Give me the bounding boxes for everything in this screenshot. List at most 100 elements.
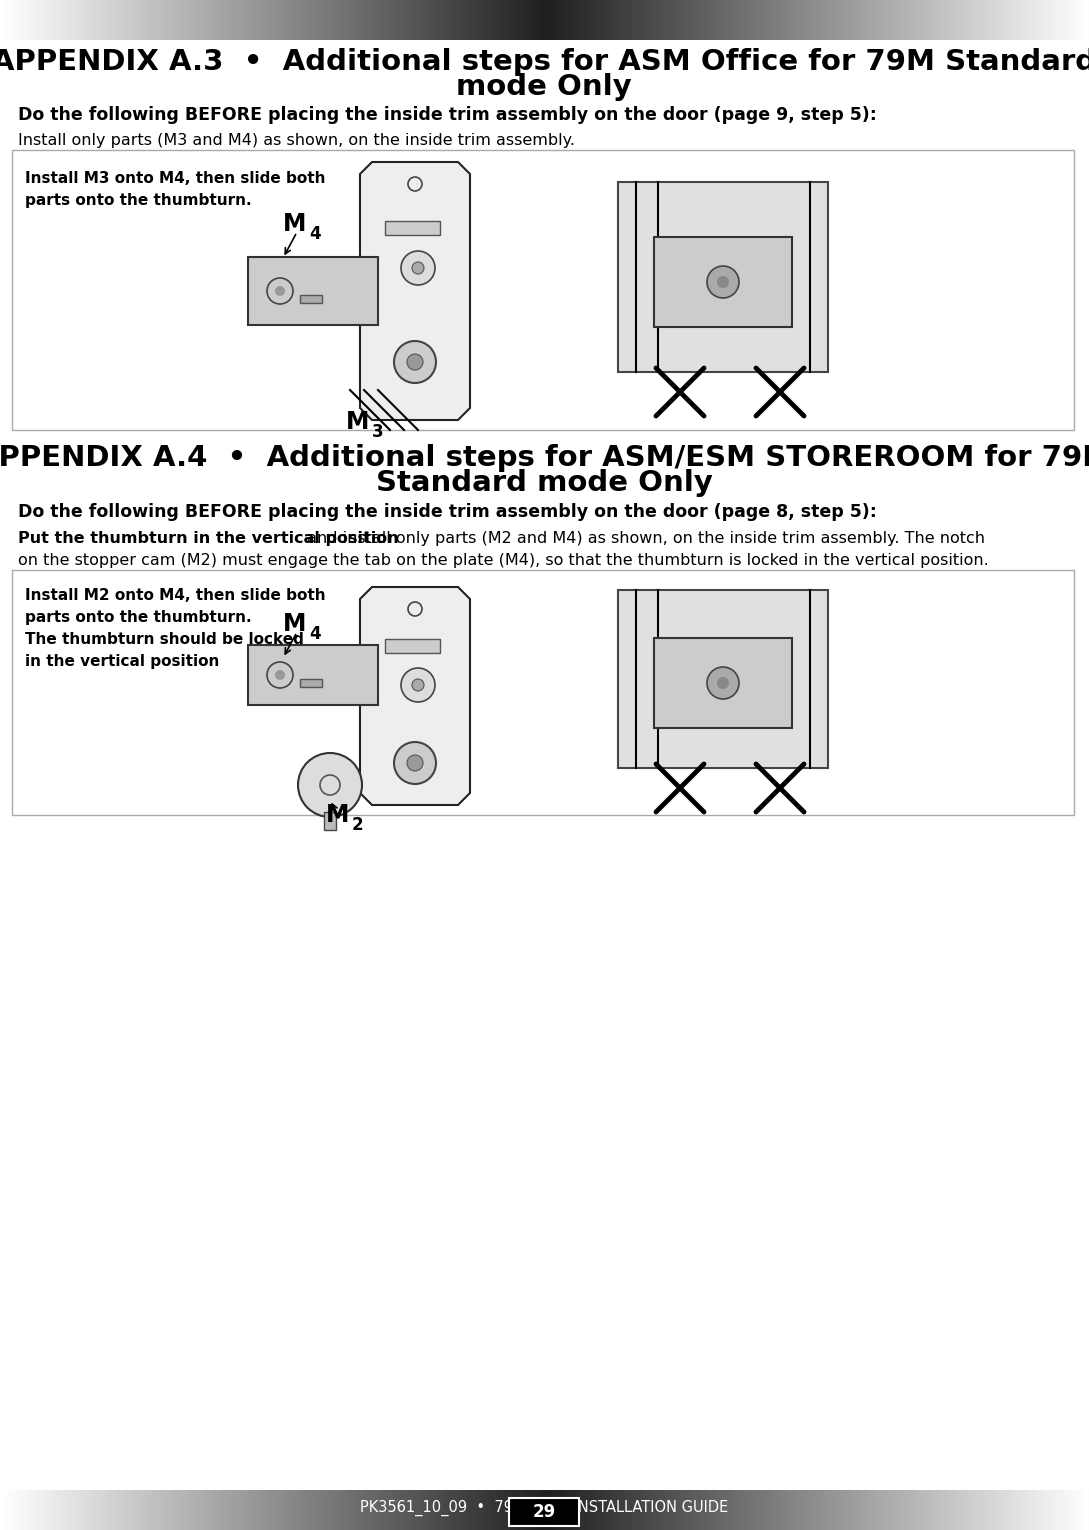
Bar bbox=[414, 0, 417, 40]
Bar bbox=[73, 1490, 76, 1530]
Bar bbox=[482, 1490, 487, 1530]
Bar bbox=[570, 1490, 574, 1530]
Bar bbox=[1020, 0, 1024, 40]
Bar bbox=[896, 1490, 901, 1530]
Bar bbox=[152, 0, 156, 40]
Bar bbox=[327, 0, 330, 40]
Bar bbox=[842, 0, 846, 40]
Text: M: M bbox=[327, 803, 350, 828]
Bar bbox=[798, 0, 803, 40]
Bar bbox=[215, 0, 218, 40]
Bar bbox=[700, 1490, 705, 1530]
Bar bbox=[487, 0, 490, 40]
Text: 3: 3 bbox=[372, 422, 383, 441]
Bar bbox=[770, 1490, 773, 1530]
Bar bbox=[1024, 1490, 1027, 1530]
Bar bbox=[58, 1490, 62, 1530]
Bar bbox=[1064, 0, 1067, 40]
Bar bbox=[406, 1490, 411, 1530]
Bar bbox=[871, 1490, 874, 1530]
Bar bbox=[781, 0, 784, 40]
Bar bbox=[330, 1490, 334, 1530]
Bar bbox=[436, 0, 439, 40]
Text: Do the following BEFORE placing the inside trim assembly on the door (page 8, st: Do the following BEFORE placing the insi… bbox=[19, 503, 877, 522]
Bar bbox=[12, 150, 1074, 430]
Bar bbox=[414, 1490, 417, 1530]
Bar bbox=[1045, 0, 1049, 40]
Bar bbox=[1053, 0, 1056, 40]
Bar bbox=[907, 1490, 911, 1530]
Circle shape bbox=[401, 669, 435, 702]
Bar bbox=[356, 1490, 359, 1530]
Bar bbox=[472, 0, 476, 40]
Bar bbox=[792, 1490, 795, 1530]
Bar bbox=[8, 1490, 11, 1530]
Bar bbox=[221, 0, 225, 40]
Bar bbox=[708, 0, 711, 40]
Text: Put the thumbturn in the vertical position: Put the thumbturn in the vertical positi… bbox=[19, 531, 399, 546]
Bar bbox=[386, 220, 440, 236]
Bar bbox=[243, 1490, 247, 1530]
Bar bbox=[47, 1490, 51, 1530]
Bar bbox=[991, 0, 994, 40]
Bar bbox=[548, 0, 552, 40]
Bar bbox=[664, 1490, 668, 1530]
Bar bbox=[933, 0, 937, 40]
Bar bbox=[196, 0, 199, 40]
Bar bbox=[1081, 1490, 1086, 1530]
Bar bbox=[11, 1490, 14, 1530]
Bar bbox=[947, 1490, 951, 1530]
Bar bbox=[624, 0, 628, 40]
Bar bbox=[988, 0, 991, 40]
Bar bbox=[204, 0, 207, 40]
Bar bbox=[51, 0, 54, 40]
Bar bbox=[711, 1490, 715, 1530]
Bar bbox=[389, 1490, 392, 1530]
Bar bbox=[1075, 0, 1078, 40]
Bar bbox=[657, 1490, 661, 1530]
Bar bbox=[334, 0, 338, 40]
Bar bbox=[338, 0, 341, 40]
Bar bbox=[8, 0, 11, 40]
Bar bbox=[653, 0, 657, 40]
Bar bbox=[613, 1490, 617, 1530]
Bar bbox=[689, 1490, 694, 1530]
Bar bbox=[951, 0, 955, 40]
Bar bbox=[1010, 0, 1013, 40]
Bar bbox=[820, 1490, 824, 1530]
Bar bbox=[1075, 1490, 1078, 1530]
Bar bbox=[131, 1490, 134, 1530]
Bar bbox=[421, 0, 425, 40]
Bar bbox=[519, 1490, 523, 1530]
Bar bbox=[994, 0, 999, 40]
Bar bbox=[653, 1490, 657, 1530]
Bar bbox=[781, 1490, 784, 1530]
Bar bbox=[544, 0, 548, 40]
Bar bbox=[555, 1490, 559, 1530]
Bar bbox=[248, 257, 378, 324]
Bar bbox=[501, 0, 504, 40]
Bar bbox=[519, 0, 523, 40]
Bar bbox=[302, 1490, 305, 1530]
Bar bbox=[457, 1490, 461, 1530]
Bar bbox=[218, 0, 221, 40]
Bar bbox=[204, 1490, 207, 1530]
Bar bbox=[106, 0, 109, 40]
Bar bbox=[1002, 1490, 1005, 1530]
Bar bbox=[523, 0, 526, 40]
Bar bbox=[857, 0, 860, 40]
Bar bbox=[813, 1490, 817, 1530]
Bar bbox=[632, 1490, 635, 1530]
Bar bbox=[465, 1490, 468, 1530]
Bar bbox=[548, 1490, 552, 1530]
Bar bbox=[54, 1490, 58, 1530]
Bar bbox=[352, 0, 356, 40]
Bar bbox=[145, 0, 149, 40]
Bar bbox=[432, 1490, 436, 1530]
Bar bbox=[280, 1490, 283, 1530]
Bar bbox=[439, 1490, 443, 1530]
Bar bbox=[708, 1490, 711, 1530]
Bar bbox=[617, 1490, 621, 1530]
Bar bbox=[120, 1490, 123, 1530]
Bar bbox=[117, 1490, 120, 1530]
